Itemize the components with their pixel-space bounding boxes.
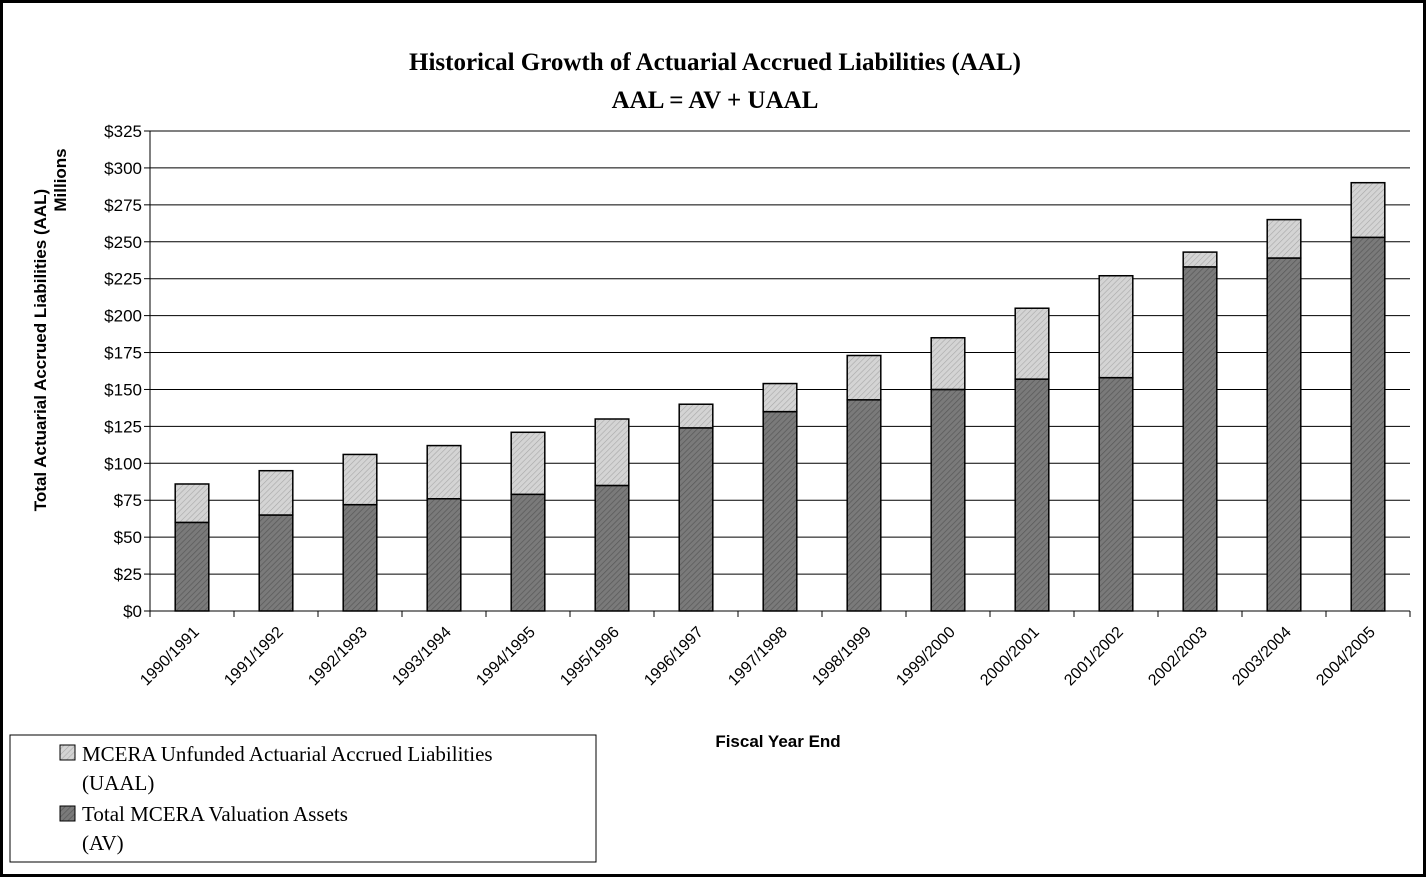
x-tick-label: 1992/1993: [305, 624, 371, 690]
y-tick-label: $100: [104, 454, 142, 473]
x-tick-label: 1995/1996: [557, 624, 623, 690]
x-tick-label: 1990/1991: [137, 624, 203, 690]
y-tick-label: $125: [104, 417, 142, 436]
bar-av: [174, 521, 210, 612]
y-tick-label: $75: [114, 491, 142, 510]
legend-swatch-uaal: [59, 744, 76, 761]
bar-uaal: [1098, 274, 1134, 379]
bar-av: [678, 427, 714, 612]
legend-swatch-av: [59, 805, 76, 822]
bar-uaal: [426, 444, 462, 500]
x-tick-label: 2000/2001: [977, 624, 1043, 690]
bar-uaal: [1350, 181, 1386, 239]
bar-uaal: [342, 453, 378, 506]
x-axis-ticks: 1990/1991 1991/1992 1992/1993 1993/1994 1994…: [137, 611, 1411, 690]
bar-uaal: [762, 382, 798, 413]
bar-av: [1182, 266, 1218, 612]
y-tick-label: $25: [114, 565, 142, 584]
legend-label-av-line1: Total MCERA Valuation Assets: [82, 802, 348, 826]
bar-uaal: [174, 483, 210, 524]
bar-uaal: [678, 403, 714, 429]
bar-av: [930, 388, 966, 612]
y-axis-unit: Millions: [51, 148, 70, 211]
bar-uaal: [594, 418, 630, 487]
y-tick-label: $150: [104, 380, 142, 399]
bar-uaal: [258, 469, 294, 516]
x-tick-label: 2003/2004: [1229, 624, 1295, 690]
y-tick-label: $175: [104, 344, 142, 363]
y-tick-label: $300: [104, 159, 142, 178]
bar-av: [1098, 376, 1134, 612]
y-tick-label: $250: [104, 233, 142, 252]
bar-av: [510, 493, 546, 612]
bar-av: [846, 399, 882, 612]
bar-uaal: [930, 337, 966, 391]
y-axis-title: Total Actuarial Accrued Liabilities (AAL…: [31, 189, 50, 511]
chart-subtitle: AAL = AV + UAAL: [612, 87, 819, 114]
bar-av: [594, 484, 630, 612]
x-tick-label: 1998/1999: [809, 624, 875, 690]
bar-uaal: [1182, 251, 1218, 268]
bar-av: [1014, 378, 1050, 612]
bar-uaal: [1266, 218, 1302, 259]
y-tick-label: $275: [104, 196, 142, 215]
x-tick-label: 1994/1995: [473, 624, 539, 690]
x-tick-label: 1997/1998: [725, 624, 791, 690]
bar-uaal: [846, 354, 882, 401]
legend-label-av-line2: (AV): [82, 831, 124, 855]
legend-label-uaal-line2: (UAAL): [82, 771, 154, 795]
legend-box: [9, 734, 597, 863]
y-tick-label: $325: [104, 122, 142, 141]
bars: [174, 181, 1386, 612]
x-tick-label: 1996/1997: [641, 624, 707, 690]
bar-av: [762, 410, 798, 612]
bar-uaal: [510, 431, 546, 496]
bar-av: [1350, 236, 1386, 612]
x-tick-label: 2002/2003: [1145, 624, 1211, 690]
x-tick-label: 1993/1994: [389, 624, 455, 690]
chart-title: Historical Growth of Actuarial Accrued L…: [409, 49, 1021, 76]
bar-av: [258, 514, 294, 612]
bar-av: [426, 498, 462, 612]
x-tick-label: 1991/1992: [221, 624, 287, 690]
bar-av: [1266, 257, 1302, 612]
y-tick-label: $50: [114, 528, 142, 547]
x-tick-label: 2004/2005: [1313, 624, 1379, 690]
x-tick-label: 2001/2002: [1061, 624, 1127, 690]
bar-uaal: [1014, 307, 1050, 380]
legend-label-uaal-line1: MCERA Unfunded Actuarial Accrued Liabili…: [82, 742, 493, 766]
x-axis-title: Fiscal Year End: [715, 732, 840, 751]
legend: MCERA Unfunded Actuarial Accrued Liabili…: [9, 734, 597, 863]
y-tick-label: $225: [104, 270, 142, 289]
x-tick-label: 1999/2000: [893, 624, 959, 690]
bar-av: [342, 503, 378, 612]
y-tick-label: $0: [123, 602, 142, 621]
y-tick-label: $200: [104, 307, 142, 326]
